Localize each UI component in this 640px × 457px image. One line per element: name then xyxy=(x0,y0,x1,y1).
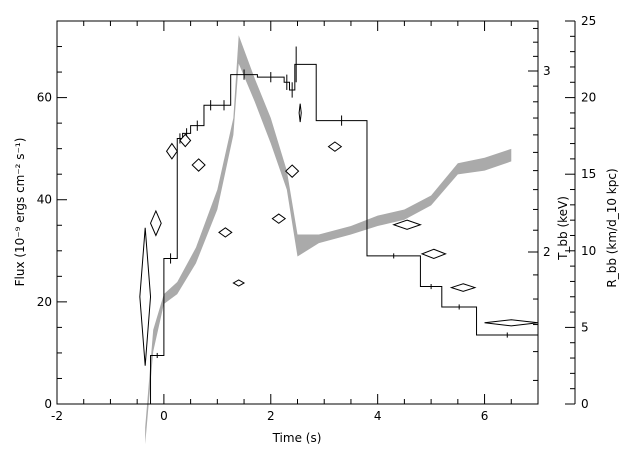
radius-tick-label: 10 xyxy=(581,244,596,258)
radius-point xyxy=(165,142,178,160)
radius-point xyxy=(271,213,287,224)
flux-axis-title: Flux (10⁻⁹ ergs cm⁻² s⁻¹) xyxy=(13,138,27,287)
tick-marks xyxy=(56,20,575,405)
radius-point xyxy=(449,283,477,292)
flux-tick-label: 40 xyxy=(37,193,52,207)
radius-axis-title: R_bb (km/d_10 kpc) xyxy=(605,168,619,287)
radius-tick-label: 25 xyxy=(581,14,596,28)
radius-point xyxy=(139,227,152,366)
radius-tick-label: 15 xyxy=(581,167,596,181)
radius-point xyxy=(327,141,343,152)
flux-tick-label: 20 xyxy=(37,295,52,309)
temperature-axis-title: T_bb (keV) xyxy=(556,196,570,261)
temperature-band-shape xyxy=(145,35,512,445)
x-tick-label: 0 xyxy=(160,409,168,423)
x-tick-label: 6 xyxy=(481,409,489,423)
x-tick-label: -2 xyxy=(51,409,63,423)
radius-point xyxy=(191,158,206,172)
radius-point xyxy=(392,219,422,230)
radius-point xyxy=(420,248,447,259)
flux-step-curve xyxy=(145,46,538,405)
radius-diamonds xyxy=(139,103,539,366)
x-tick-label: 4 xyxy=(374,409,382,423)
x-axis-title: Time (s) xyxy=(272,431,322,445)
radius-point xyxy=(232,279,246,287)
radius-point xyxy=(285,164,300,178)
radius-point xyxy=(298,103,302,123)
radius-tick-label: 20 xyxy=(581,91,596,105)
flux-tick-label: 60 xyxy=(37,91,52,105)
x-tick-label: 2 xyxy=(267,409,275,423)
radius-point xyxy=(179,133,192,148)
radius-tick-label: 5 xyxy=(581,320,589,334)
temperature-tick-label: 3 xyxy=(543,64,551,78)
radius-tick-label: 0 xyxy=(581,397,589,411)
radius-point xyxy=(218,227,233,238)
temperature-tick-label: 2 xyxy=(543,245,551,259)
temperature-band xyxy=(145,35,512,445)
radius-point xyxy=(484,319,539,327)
radius-point xyxy=(149,209,162,237)
flux-tick-label: 0 xyxy=(44,397,52,411)
